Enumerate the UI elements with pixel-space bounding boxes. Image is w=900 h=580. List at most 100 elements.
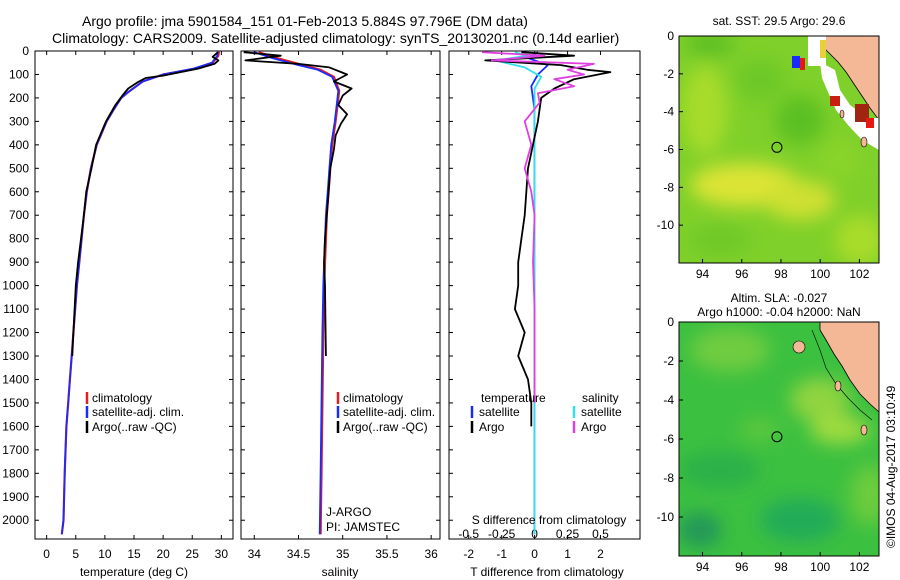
x-tick-label: 1	[564, 547, 571, 561]
series-line-salinity-argo	[481, 51, 595, 403]
sla-island	[860, 424, 868, 436]
x-tick-label: 30	[215, 547, 229, 561]
x-tick-label: 34.5	[287, 547, 311, 561]
temperature-axes: 0 5 10 15 20 25 300100200300400500600700800900…	[2, 44, 233, 561]
map-x-tick-label: 102	[849, 560, 869, 574]
y-tick-label: 800	[9, 232, 29, 246]
temperature-xlabel: temperature (deg C)	[80, 565, 188, 579]
salinity-xlabel: salinity	[322, 565, 359, 579]
legend-label-argo: Argo(..raw -QC)	[92, 420, 177, 434]
y-tick-label: 0	[22, 44, 29, 58]
legend-label-climatology: climatology	[92, 391, 152, 405]
sst-map-title: sat. SST: 29.5 Argo: 29.6	[713, 14, 846, 28]
map-y-tick-label: -4	[663, 105, 674, 119]
x-tick-label: 34	[248, 547, 262, 561]
map-y-tick-label: -2	[663, 67, 674, 81]
y-tick-label: 1000	[2, 279, 29, 293]
temperature-legend: climatology satellite-adj. clim. Argo(..…	[85, 391, 184, 434]
y-tick-label: 1400	[2, 372, 29, 386]
y-tick-label: 700	[9, 208, 29, 222]
sla-land-sumatra	[819, 322, 879, 413]
y-tick-label: 2000	[2, 513, 29, 527]
y-tick-label: 300	[9, 114, 29, 128]
y-tick-label: 1700	[2, 443, 29, 457]
difference-axes: -2 -1 0 1 2-0.5 -0.25 0 0.25 0.5	[449, 50, 640, 561]
sst-argo-marker	[771, 141, 783, 153]
annotation-pi: PI: JAMSTEC	[326, 520, 400, 534]
top-x-tick-label: -0.25	[488, 527, 516, 541]
map-y-tick-label: -4	[663, 393, 674, 407]
map-y-tick-label: -2	[663, 354, 674, 368]
x-tick-label: 35	[336, 547, 350, 561]
annotation-program: J-ARGO	[326, 505, 371, 519]
salinity-plot-frame	[240, 50, 441, 540]
top-x-tick-label: -0.5	[458, 527, 479, 541]
map-y-tick-label: -6	[663, 143, 674, 157]
y-tick-label: 1300	[2, 349, 29, 363]
x-tick-label: 20	[156, 547, 170, 561]
sla-map-axes: 94 96 98 100 102 0 -2 -4 -6 -8 -10	[657, 315, 870, 574]
series-line-temperature-argo	[484, 51, 612, 427]
salinity-legend: climatology satellite-adj. clim. Argo(..…	[326, 391, 435, 534]
y-tick-label: 400	[9, 138, 29, 152]
difference-top-label: S difference from climatology	[472, 513, 627, 527]
sla-island	[834, 380, 842, 392]
legend-label-climatology: climatology	[343, 391, 403, 405]
x-tick-label: 10	[98, 547, 112, 561]
salinity-series	[243, 51, 353, 535]
temperature-series	[60, 51, 221, 535]
x-tick-label: 0	[531, 547, 538, 561]
x-tick-label: -1	[496, 547, 507, 561]
sst-cell-warm	[830, 96, 840, 106]
sst-cell-hot	[855, 104, 869, 122]
legend-label-temp-argo: Argo	[479, 420, 505, 434]
sla-map-title-line1: Altim. SLA: -0.027	[731, 291, 828, 305]
map-x-tick-label: 94	[696, 267, 710, 281]
difference-plot-frame	[448, 50, 641, 540]
y-tick-label: 1200	[2, 326, 29, 340]
legend-label-temp-satellite: satellite	[479, 405, 520, 419]
sla-map-title-line2: Argo h1000: -0.04 h2000: NaN	[697, 305, 860, 319]
legend-label-sal-argo: Argo	[581, 420, 607, 434]
map-y-tick-label: -8	[663, 471, 674, 485]
map-x-tick-label: 98	[774, 267, 788, 281]
figure-title-line1: Argo profile: jma 5901584_151 01-Feb-201…	[82, 13, 528, 29]
map-y-tick-label: -10	[657, 510, 675, 524]
map-x-tick-label: 100	[810, 267, 830, 281]
y-tick-label: 900	[9, 255, 29, 269]
map-x-tick-label: 98	[774, 560, 788, 574]
y-tick-label: 1100	[3, 302, 29, 316]
map-x-tick-label: 96	[735, 267, 749, 281]
top-x-tick-label: 0.25	[556, 527, 580, 541]
legend-label-satellite: satellite-adj. clim.	[343, 405, 435, 419]
series-line-argo-raw-qc	[71, 51, 220, 357]
map-x-tick-label: 102	[849, 267, 869, 281]
legend-label-satellite: satellite-adj. clim.	[92, 405, 184, 419]
series-line-argo-raw-qc	[243, 51, 353, 357]
figure-title-line2: Climatology: CARS2009. Satellite-adjuste…	[52, 30, 619, 46]
sla-argo-marker	[771, 431, 783, 443]
sla-texture	[679, 328, 879, 548]
map-x-tick-label: 94	[696, 560, 710, 574]
x-tick-label: 5	[72, 547, 79, 561]
map-y-tick-label: -10	[657, 218, 675, 232]
legend-title-salinity: salinity	[582, 391, 619, 405]
map-y-tick-label: -8	[663, 180, 674, 194]
map-x-tick-label: 100	[810, 560, 830, 574]
difference-legend: temperature salinity satellite Argo sate…	[470, 391, 622, 434]
x-tick-label: 36	[424, 547, 438, 561]
y-tick-label: 1500	[2, 396, 29, 410]
x-tick-label: 15	[127, 547, 141, 561]
y-tick-label: 500	[9, 161, 29, 175]
temperature-plot-frame	[34, 50, 234, 540]
sst-island	[839, 109, 845, 119]
sst-island	[860, 136, 868, 148]
sst-missing-data-coast	[820, 62, 879, 150]
x-tick-label: 2	[597, 547, 604, 561]
imos-credit: ©IMOS 04-Aug-2017 03:10:49	[884, 385, 898, 548]
y-tick-label: 600	[9, 185, 29, 199]
sst-map-axes: 94 96 98 100 102 0 -2 -4 -6 -8 -10	[657, 29, 870, 281]
map-y-tick-label: -6	[663, 432, 674, 446]
y-tick-label: 100	[9, 67, 29, 81]
